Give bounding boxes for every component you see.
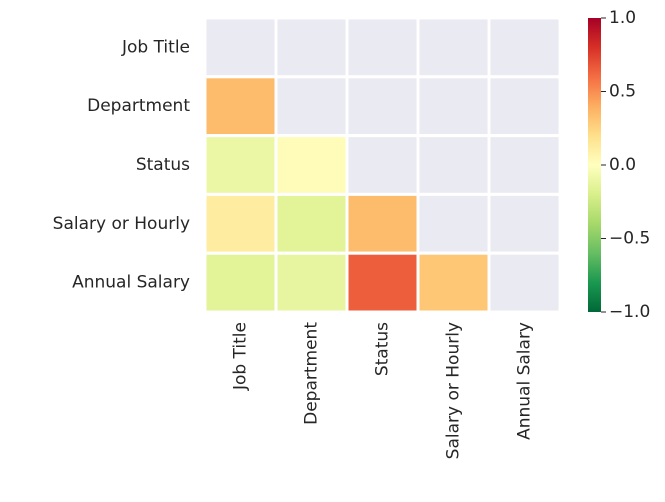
cell xyxy=(203,251,278,314)
colorbar-tick-label: −1.0 xyxy=(609,302,650,322)
masked-cell xyxy=(345,16,420,79)
x-tick-label: Job Title xyxy=(231,322,251,391)
masked-cell xyxy=(416,75,491,138)
cell xyxy=(274,134,349,196)
x-tick-label: Salary or Hourly xyxy=(444,322,464,459)
masked-cell xyxy=(274,75,349,138)
colorbar xyxy=(588,18,601,312)
masked-cell xyxy=(274,16,349,79)
cell xyxy=(203,192,278,255)
colorbar-tick-label: 0.5 xyxy=(609,82,636,102)
masked-cell xyxy=(416,192,491,255)
y-tick-label: Annual Salary xyxy=(72,273,190,293)
cell xyxy=(416,251,491,314)
masked-cell xyxy=(345,75,420,138)
masked-cell xyxy=(487,192,562,255)
x-tick-label: Status xyxy=(373,322,393,376)
masked-cell xyxy=(487,75,562,138)
colorbar-tick-label: −0.5 xyxy=(609,229,650,249)
cell xyxy=(274,251,349,314)
x-tick-label: Department xyxy=(302,322,322,425)
y-tick-label: Job Title xyxy=(121,37,190,57)
cell xyxy=(345,251,420,314)
cell xyxy=(203,75,278,138)
masked-cell xyxy=(203,16,278,79)
masked-cell xyxy=(416,16,491,79)
cell xyxy=(203,134,278,196)
y-tick-label: Status xyxy=(136,155,190,175)
y-tick-label: Department xyxy=(87,96,190,116)
masked-cell xyxy=(487,16,562,79)
masked-cell xyxy=(345,134,420,196)
cell xyxy=(274,192,349,255)
y-tick-label: Salary or Hourly xyxy=(53,214,190,234)
masked-cell xyxy=(416,134,491,196)
colorbar-tick-label: 0.0 xyxy=(609,155,636,175)
x-tick-label: Annual Salary xyxy=(515,322,535,440)
cell xyxy=(345,192,420,255)
colorbar-tick-label: 1.0 xyxy=(609,8,636,28)
masked-cell xyxy=(487,251,562,314)
masked-cell xyxy=(487,134,562,196)
